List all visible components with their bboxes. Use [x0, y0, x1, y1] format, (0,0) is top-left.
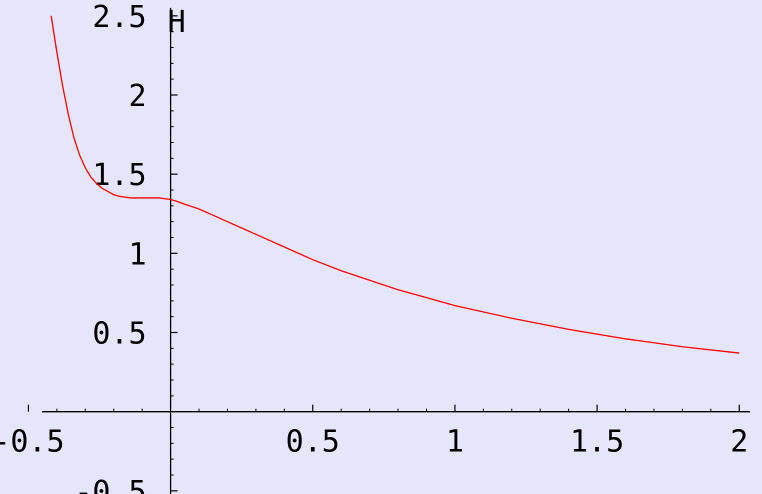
- y-tick-label: 1: [129, 237, 147, 272]
- y-tick-label: 2.5: [92, 0, 146, 35]
- y-axis-label: H: [168, 5, 186, 40]
- x-tick-label: -0.5: [0, 425, 65, 460]
- series-line: [50, 15, 740, 354]
- x-ticks: -0.5 0.5 1 1.5 2: [0, 404, 748, 460]
- series-layer: [50, 15, 740, 354]
- y-tick-label: 0.5: [92, 317, 146, 352]
- y-tick-label: -0.5: [74, 475, 146, 494]
- x-tick-label: 0.5: [286, 425, 340, 460]
- x-tick-label: 1.5: [570, 425, 624, 460]
- x-tick-label: 1: [446, 425, 464, 460]
- y-tick-label: 2: [129, 79, 147, 114]
- x-tick-label: 2: [730, 425, 748, 460]
- y-tick-label: 1.5: [92, 158, 146, 193]
